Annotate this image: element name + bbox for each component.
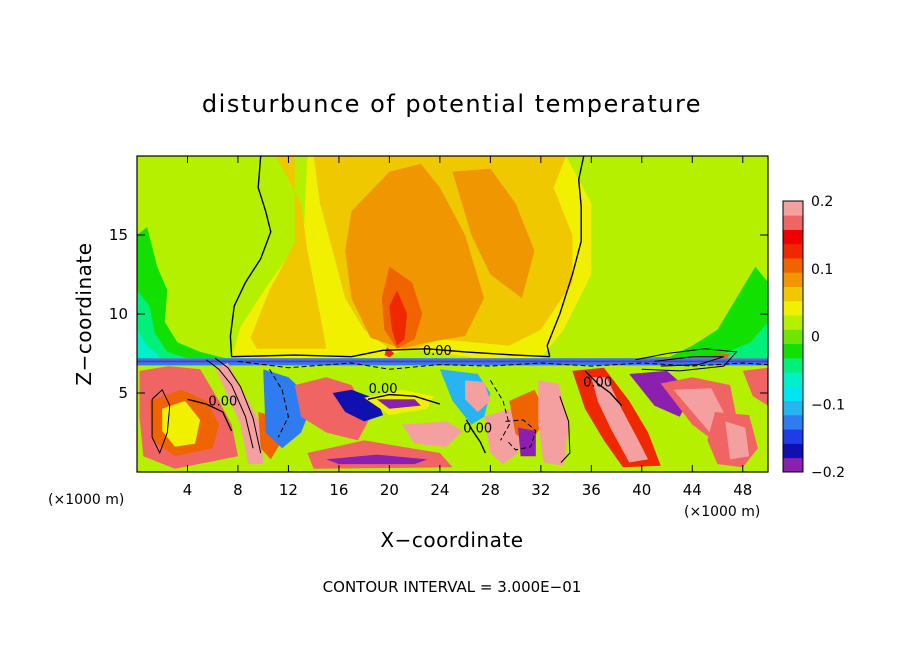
x-tick-label-10: 44	[683, 481, 702, 499]
field-region-44	[725, 421, 750, 460]
field-region-5	[704, 321, 768, 359]
field-region-39	[591, 377, 649, 463]
y-tick-label-0: 5	[118, 384, 128, 402]
field-region-45	[742, 367, 768, 406]
colorbar-swatch-13	[783, 272, 803, 287]
field-region-37	[538, 380, 569, 466]
zero-contour-1	[546, 156, 585, 357]
colorbar-swatch-15	[783, 243, 803, 259]
x-tick-label-9: 40	[632, 481, 651, 499]
contour-label-1: 0.00	[369, 382, 398, 397]
x-tick-label-11: 48	[733, 481, 752, 499]
zero-contour-4	[367, 393, 441, 405]
positive-contour-0	[151, 388, 171, 455]
zero-contour-0	[229, 156, 272, 357]
colorbar-swatch-2	[783, 429, 803, 444]
field-region-2	[137, 290, 188, 359]
negative-contour-2	[489, 380, 510, 441]
colorbar-swatch-11	[783, 300, 803, 316]
colorbar-swatch-7	[783, 357, 803, 373]
zero-contour-6	[584, 370, 623, 407]
field-region-12	[389, 290, 408, 346]
field-region-9	[345, 163, 485, 349]
colorbar-frame	[782, 200, 804, 473]
colorbar-swatch-8	[783, 343, 803, 359]
colorbar-tick-label-0: 0.2	[811, 194, 833, 210]
positive-contour-4	[654, 356, 724, 367]
field-regions	[137, 156, 768, 472]
field-region-36	[518, 427, 536, 457]
x-tick-label-8: 36	[582, 481, 601, 499]
contour-interval-note: CONTOUR INTERVAL = 3.000E−01	[323, 578, 582, 596]
field-region-4	[667, 266, 768, 359]
x-tick-label-0: 4	[183, 481, 193, 499]
contour-lines	[151, 156, 768, 463]
field-region-34	[484, 408, 522, 465]
positive-contour-1	[206, 359, 254, 449]
colorbar-swatch-1	[783, 443, 803, 459]
colorbar-swatch-17	[783, 215, 803, 230]
field-region-21	[162, 400, 201, 447]
field-region-7	[250, 156, 327, 349]
x-tick-label-6: 28	[481, 481, 500, 499]
field-region-46	[326, 454, 428, 465]
colorbar-swatch-9	[783, 329, 803, 345]
x-tick-label-5: 24	[430, 481, 449, 499]
colorbar-swatch-6	[783, 372, 803, 387]
x-axis-unit: (×1000 m)	[48, 492, 124, 508]
field-region-28	[376, 399, 421, 409]
contour-label-0: 0.00	[423, 344, 452, 359]
field-region-3	[137, 329, 163, 359]
y-axis: 5 10 15	[109, 226, 768, 402]
zero-contour-3	[187, 398, 233, 432]
positive-contour-3	[635, 348, 738, 372]
negative-contour-1	[269, 369, 289, 438]
colorbar-swatch-12	[783, 286, 803, 302]
x-axis-unit-right: (×1000 m)	[684, 504, 760, 520]
positive-contour-5	[559, 396, 571, 463]
field-region-1	[137, 227, 226, 359]
x-axis-label: X−coordinate	[380, 528, 523, 552]
colorbar-swatch-4	[783, 400, 803, 416]
colorbar-tick-label-4: −0.2	[811, 465, 845, 481]
x-tick-label-4: 20	[380, 481, 399, 499]
colorbar: 0.2 0.1 0 −0.1 −0.2	[782, 194, 845, 481]
contour-label-3: 0.00	[463, 422, 492, 437]
contour-label-2: 0.00	[208, 395, 237, 410]
field-region-10	[452, 168, 535, 299]
colorbar-swatch-14	[783, 258, 803, 273]
y-tick-label-1: 10	[109, 305, 128, 323]
x-tick-label-3: 16	[329, 481, 348, 499]
plot-area	[137, 156, 768, 472]
contour-labels: 0.00 0.00 0.00 0.00 0.00	[208, 344, 612, 436]
contour-label-4: 0.00	[583, 376, 612, 391]
colorbar-swatch-16	[783, 229, 803, 245]
colorbar-tick-label-3: −0.1	[811, 397, 845, 413]
colorbar-tick-label-1: 0.1	[811, 262, 833, 278]
colorbar-swatch-18	[783, 201, 803, 216]
field-region-24	[263, 369, 314, 449]
x-tick-label-2: 12	[279, 481, 298, 499]
x-tick-label-1: 8	[233, 481, 243, 499]
y-axis-label: Z−coordinate	[72, 242, 96, 385]
field-region-18	[137, 360, 768, 363]
colorbar-swatch-10	[783, 315, 803, 330]
colorbar-swatch-3	[783, 414, 803, 430]
negative-contour-3	[505, 419, 537, 451]
zero-contour-5	[465, 419, 486, 454]
x-tick-label-7: 32	[531, 481, 550, 499]
colorbar-tick-label-2: 0	[811, 330, 820, 346]
x-axis: 4 8 12 16 20 24 28 32 36 40 44 48	[183, 156, 752, 499]
field-region-31	[402, 421, 463, 447]
field-region-33	[465, 380, 491, 412]
colorbar-swatch-0	[783, 457, 803, 473]
y-tick-label-2: 15	[109, 226, 128, 244]
chart-title: disturbunce of potential temperature	[202, 90, 702, 118]
colorbar-swatch-5	[783, 386, 803, 402]
negative-contour-0	[237, 360, 768, 370]
zero-contour-2	[231, 348, 550, 358]
positive-contour-2	[214, 357, 262, 454]
